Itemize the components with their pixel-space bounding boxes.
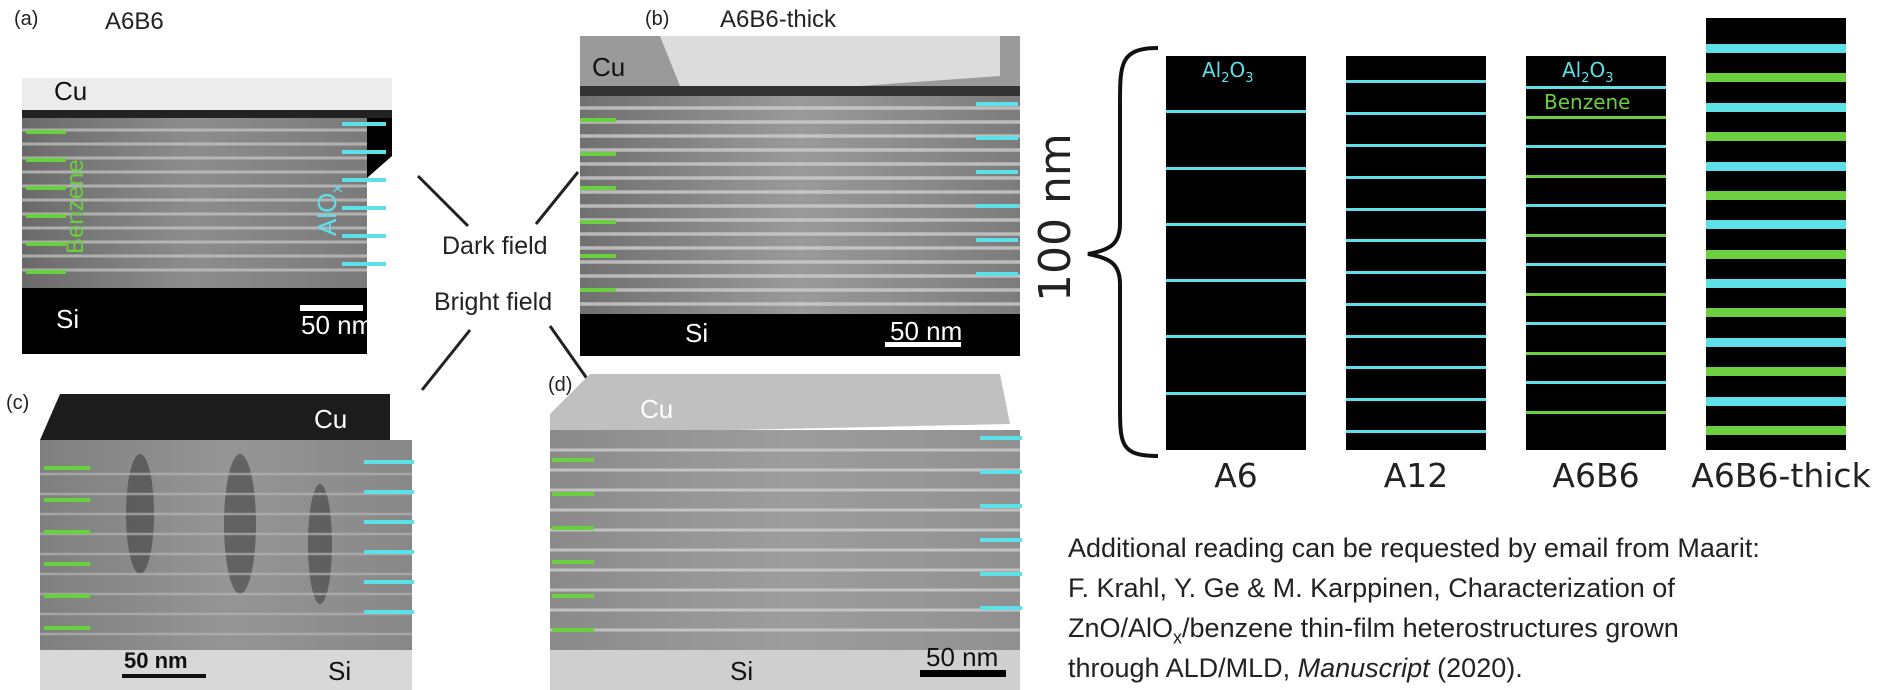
al2o3-layer-line — [1706, 279, 1846, 288]
thickness-brace — [1087, 46, 1159, 458]
label-cu-d: Cu — [640, 394, 674, 424]
al2o3-layer-line — [1166, 110, 1306, 113]
al2o3-layer-line — [1706, 397, 1846, 406]
panel-letter-b: (b) — [645, 8, 670, 30]
scale-label-d: 50 nm — [926, 642, 999, 672]
al2o3-layer-line — [1346, 366, 1486, 369]
benzene-layer-line — [1526, 116, 1666, 119]
label-cu-b: Cu — [592, 52, 626, 82]
column-a6: Al2O3 — [1166, 56, 1306, 450]
benzene-label-a6b6: Benzene — [1544, 90, 1631, 114]
al2o3-layer-line — [1166, 335, 1306, 338]
panel-title-b: A6B6-thick — [720, 6, 837, 33]
al2o3-layer-line — [1166, 392, 1306, 395]
al2o3-layer-line — [1526, 322, 1666, 325]
label-cu-c: Cu — [314, 404, 348, 434]
al2o3-layer-line — [1346, 239, 1486, 242]
benzene-layer-line — [1706, 191, 1846, 200]
benzene-layer-line — [1526, 175, 1666, 178]
al2o3-layer-line — [1346, 271, 1486, 274]
callout-dark-field: Dark field — [442, 232, 548, 260]
label-si-a: Si — [56, 304, 80, 334]
reference-line-3: ZnO/AlOx/benzene thin-film heterostructu… — [1068, 613, 1679, 648]
benzene-layer-line — [1706, 308, 1846, 317]
panel-letter-c: (c) — [6, 392, 30, 414]
al2o3-label-a6b6: Al2O3 — [1562, 58, 1614, 86]
label-si-c: Si — [328, 656, 352, 686]
al2o3-layer-line — [1526, 145, 1666, 148]
al2o3-layer-line — [1346, 176, 1486, 179]
al2o3-layer-line — [1706, 44, 1846, 53]
al2o3-layer-line — [1346, 303, 1486, 306]
callout-bright-field: Bright field — [434, 288, 553, 316]
reference-line-2: F. Krahl, Y. Ge & M. Karppinen, Characte… — [1068, 573, 1675, 603]
label-si-b: Si — [685, 318, 709, 348]
scale-label-c: 50 nm — [124, 648, 188, 673]
al2o3-layer-line — [1346, 398, 1486, 401]
reference-text: Additional reading can be requested by e… — [1068, 528, 1883, 688]
panel-letter-d: (d) — [548, 374, 573, 396]
tem-image-d-bright-field: Cu Si 50 nm — [550, 374, 1020, 690]
al2o3-label-a6: Al2O3 — [1202, 58, 1254, 86]
benzene-layer-line — [1706, 367, 1846, 376]
column-label-a6b6: A6B6 — [1552, 456, 1640, 495]
al2o3-layer-line — [1526, 204, 1666, 207]
column-label-a12: A12 — [1383, 456, 1449, 495]
al2o3-layer-line — [1346, 208, 1486, 211]
al2o3-layer-line — [1526, 381, 1666, 384]
al2o3-layer-line — [1526, 86, 1666, 89]
al2o3-layer-line — [1166, 279, 1306, 282]
al2o3-layer-line — [1166, 167, 1306, 170]
al2o3-layer-line — [1706, 220, 1846, 229]
label-si-d: Si — [730, 656, 754, 686]
tem-image-a-dark-field: Cu Si 50 nm Benzene AlOx — [22, 78, 392, 354]
benzene-layer-line — [1706, 250, 1846, 259]
tem-image-c-bright-field: Cu Si 50 nm — [40, 394, 422, 690]
tem-image-b-dark-field: Cu Si 50 nm — [580, 36, 1020, 356]
al2o3-layer-line — [1526, 263, 1666, 266]
al2o3-layer-line — [1346, 144, 1486, 147]
reference-line-4: through ALD/MLD, Manuscript (2020). — [1068, 653, 1523, 683]
al2o3-layer-line — [1346, 335, 1486, 338]
benzene-layer-line — [1706, 426, 1846, 435]
benzene-label-a: Benzene — [62, 159, 89, 254]
benzene-layer-line — [1706, 132, 1846, 141]
column-label-a6b6-thick: A6B6-thick — [1691, 456, 1871, 495]
benzene-layer-line — [1526, 293, 1666, 296]
scale-label-a: 50 nm — [301, 310, 374, 340]
column-a6b6-thick — [1706, 18, 1846, 450]
benzene-layer-line — [1526, 352, 1666, 355]
al2o3-layer-line — [1346, 112, 1486, 115]
panel-letter-a: (a) — [14, 8, 39, 30]
reference-line-1: Additional reading can be requested by e… — [1068, 533, 1760, 563]
column-a12 — [1346, 56, 1486, 450]
column-label-a6: A6 — [1214, 456, 1258, 495]
panel-title-a: A6B6 — [105, 8, 164, 35]
column-a6b6: Al2O3 Benzene — [1526, 56, 1666, 450]
benzene-layer-line — [1706, 73, 1846, 82]
alox-label-a: AlOx — [312, 184, 347, 236]
al2o3-layer-line — [1706, 338, 1846, 347]
label-cu-a: Cu — [54, 78, 88, 106]
scale-label-b: 50 nm — [890, 316, 963, 346]
al2o3-layer-line — [1346, 430, 1486, 433]
thickness-label: 100 nm — [1030, 133, 1081, 302]
benzene-layer-line — [1526, 411, 1666, 414]
al2o3-layer-line — [1166, 223, 1306, 226]
al2o3-layer-line — [1346, 80, 1486, 83]
benzene-layer-line — [1526, 234, 1666, 237]
callout-connector-lines — [416, 171, 590, 391]
al2o3-layer-line — [1706, 103, 1846, 112]
al2o3-layer-line — [1706, 162, 1846, 171]
